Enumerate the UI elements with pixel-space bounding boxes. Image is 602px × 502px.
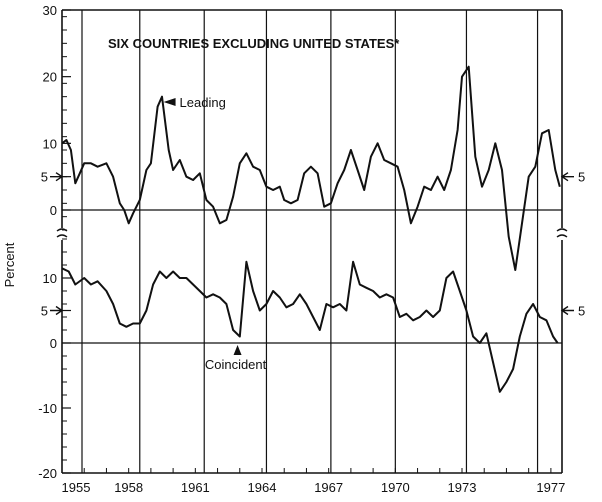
x-tick-label: 1955	[62, 480, 91, 495]
y-tick-label: 5	[41, 304, 48, 319]
reference-arrow-right	[560, 305, 574, 316]
y-tick-label: -10	[38, 401, 57, 416]
axis-break-right-a	[556, 228, 568, 232]
x-tick-label: 1977	[536, 480, 565, 495]
leading-pointer	[163, 98, 176, 106]
reference-arrow-right	[560, 172, 574, 182]
x-tick-label: 1970	[381, 480, 410, 495]
x-tick-label: 1958	[114, 480, 143, 495]
chart-title: SIX COUNTRIES EXCLUDING UNITED STATES*	[108, 36, 400, 51]
x-tick-label: 1964	[248, 480, 277, 495]
reference-arrow-left	[50, 172, 64, 182]
series-line-leading	[61, 65, 561, 271]
y-tick-label: 30	[43, 3, 57, 18]
x-tick-label: 1967	[314, 480, 343, 495]
y-tick-label: -20	[38, 466, 57, 481]
y-tick-label: 10	[43, 136, 57, 151]
x-tick-label: 1973	[448, 480, 477, 495]
axis-break-right-b	[556, 234, 568, 238]
reference-arrow-left	[50, 305, 64, 316]
series-layer	[61, 65, 561, 393]
reference-label-right: 5	[578, 170, 585, 185]
y-axis-label: Percent	[2, 242, 17, 287]
y-tick-label: 20	[43, 70, 57, 85]
coincident-label: Coincident	[205, 357, 267, 372]
reference-label-right: 5	[578, 304, 585, 319]
axis-layer: 1955 1958 1961 1964 1967 1970 1973 1977 0 5 5 10 20 3…	[38, 3, 585, 495]
axis-break-left-b	[56, 234, 68, 238]
y-tick-label: 0	[50, 203, 57, 218]
y-tick-label: 0	[50, 336, 57, 351]
y-tick-label: 10	[43, 271, 57, 286]
coincident-pointer	[233, 345, 242, 355]
series-line-coincident	[61, 260, 559, 393]
x-tick-label: 1961	[181, 480, 210, 495]
leading-label: Leading	[180, 95, 226, 110]
grid-layer	[62, 10, 562, 473]
annotation-layer: Leading Coincident	[163, 95, 267, 372]
y-tick-label: 5	[41, 170, 48, 185]
